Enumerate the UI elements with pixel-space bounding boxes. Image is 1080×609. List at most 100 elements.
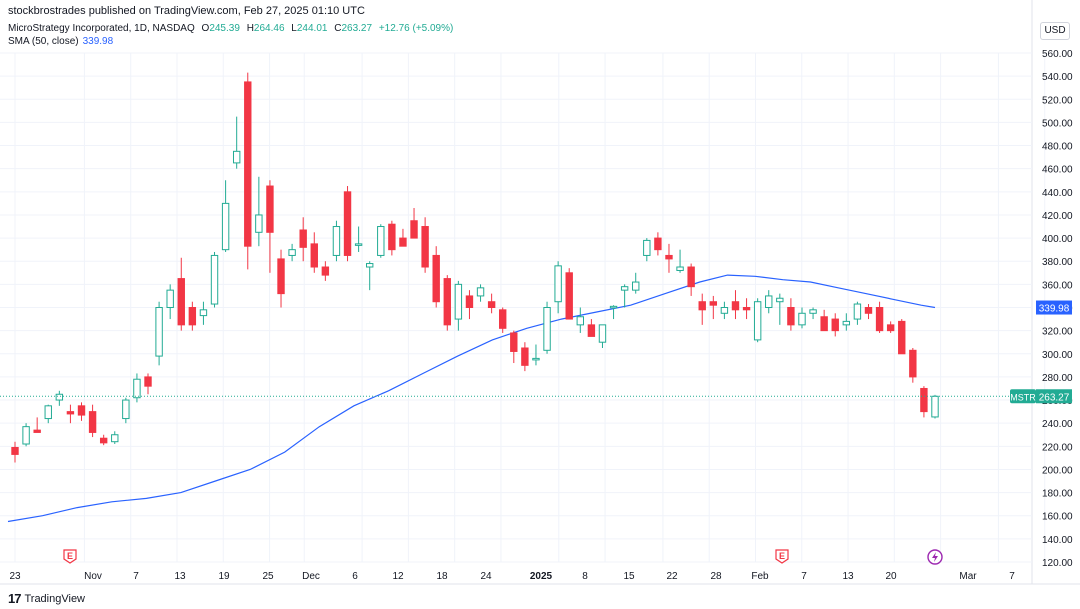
symbol-title: MicroStrategy Incorporated, 1D, NASDAQ [8,23,195,34]
candle-body [853,303,862,320]
candle-body [698,301,706,311]
y-tick-label: 480.00 [1042,142,1073,153]
x-tick-label: Nov [84,571,102,582]
candle-body [521,347,529,366]
candle-body [820,316,828,332]
candle-body [765,295,773,309]
x-tick-label: 7 [133,571,139,582]
published-line: stockbrostrades published on TradingView… [8,5,365,17]
candle-body [920,387,928,413]
close-value: 263.27 [341,23,373,34]
earnings-marker-icon [63,549,77,564]
candle-body [875,307,884,332]
sma-label: SMA (50, close) [8,36,79,47]
candle-body [399,237,407,247]
x-tick-label: Feb [751,571,769,582]
earnings-marker-icon [775,549,789,564]
open-value: 245.39 [209,23,240,34]
candle-body [22,426,30,445]
candle-body [166,289,174,309]
candle-body [454,283,463,320]
candle-body [244,81,252,247]
sma-line [7,274,936,523]
candle-body [310,243,318,268]
symbol-legend: MicroStrategy Incorporated, 1D, NASDAQ O… [8,23,453,34]
candle-body [842,320,851,326]
candle-body [665,254,673,260]
candle-body [221,202,230,251]
sma-price-value: 339.98 [1039,304,1070,315]
x-tick-label: 2025 [530,571,553,582]
candle-body [266,185,274,233]
candle-body [931,395,939,418]
earnings-marker-label: E [779,551,785,561]
y-tick-label: 440.00 [1042,188,1073,199]
candle-body [709,301,718,306]
candle-body [66,411,75,415]
sma-price-bg [1036,300,1072,315]
candle-body [377,226,385,256]
candle-body [809,309,817,314]
y-tick-label: 520.00 [1042,95,1073,106]
candle-body [554,265,562,303]
tradingview-logo-icon: 17 [8,591,22,606]
y-tick-label: 240.00 [1042,419,1073,430]
candle-body [33,429,41,433]
candle-body [886,324,895,332]
earnings-marker-label: E [67,551,73,561]
candle-body [421,226,429,268]
footer-brand[interactable]: 17 TradingView [8,591,85,606]
y-tick-label: 360.00 [1042,280,1073,291]
y-tick-label: 220.00 [1042,442,1073,453]
high-value: 264.46 [253,23,285,34]
candle-body [787,307,795,326]
candle-body [354,243,363,246]
candle-body [598,324,607,343]
x-tick-label: Mar [959,571,977,582]
candle-body [199,309,208,317]
x-tick-label: 23 [9,571,21,582]
candle-body [587,324,596,337]
candle-body [365,263,374,268]
y-tick-label: 400.00 [1042,234,1073,245]
change-value: +12.76 (+5.09%) [378,23,454,34]
high-label: H [246,23,254,34]
x-tick-label: 19 [218,571,230,582]
candle-body [133,378,141,399]
close-label: C [334,23,342,34]
candle-body [654,237,662,251]
candle-body [731,301,740,311]
y-tick-label: 540.00 [1042,72,1073,83]
candle-body [643,239,651,256]
y-tick-label: 120.00 [1042,558,1073,569]
candle-body [77,405,86,416]
x-tick-label: 7 [801,571,807,582]
candle-body [210,254,219,305]
x-tick-label: 6 [352,571,358,582]
candle-body [232,150,241,164]
sma-legend: SMA (50, close) 339.98 [8,36,113,47]
grid-lines [0,0,1080,585]
candle-body [410,220,418,239]
currency-button[interactable]: USD [1040,22,1070,40]
candle-body [177,278,185,326]
x-tick-label: 24 [480,571,492,582]
x-tick-label: 13 [842,571,854,582]
candle-body [277,258,285,295]
candle-body [776,297,784,303]
y-tick-label: 160.00 [1042,512,1073,523]
candle-body [99,437,108,444]
sma-line-group [7,274,936,523]
x-tick-label: 20 [885,571,897,582]
y-tick-label: 140.00 [1042,535,1073,546]
candle-body [388,223,396,251]
candle-body [687,266,695,288]
candle-body [742,307,751,311]
y-tick-label: 280.00 [1042,373,1073,384]
candle-body [476,287,485,297]
x-tick-label: 28 [710,571,722,582]
candle-body [499,309,507,329]
candle-body [510,332,518,352]
candle-body [255,214,263,233]
